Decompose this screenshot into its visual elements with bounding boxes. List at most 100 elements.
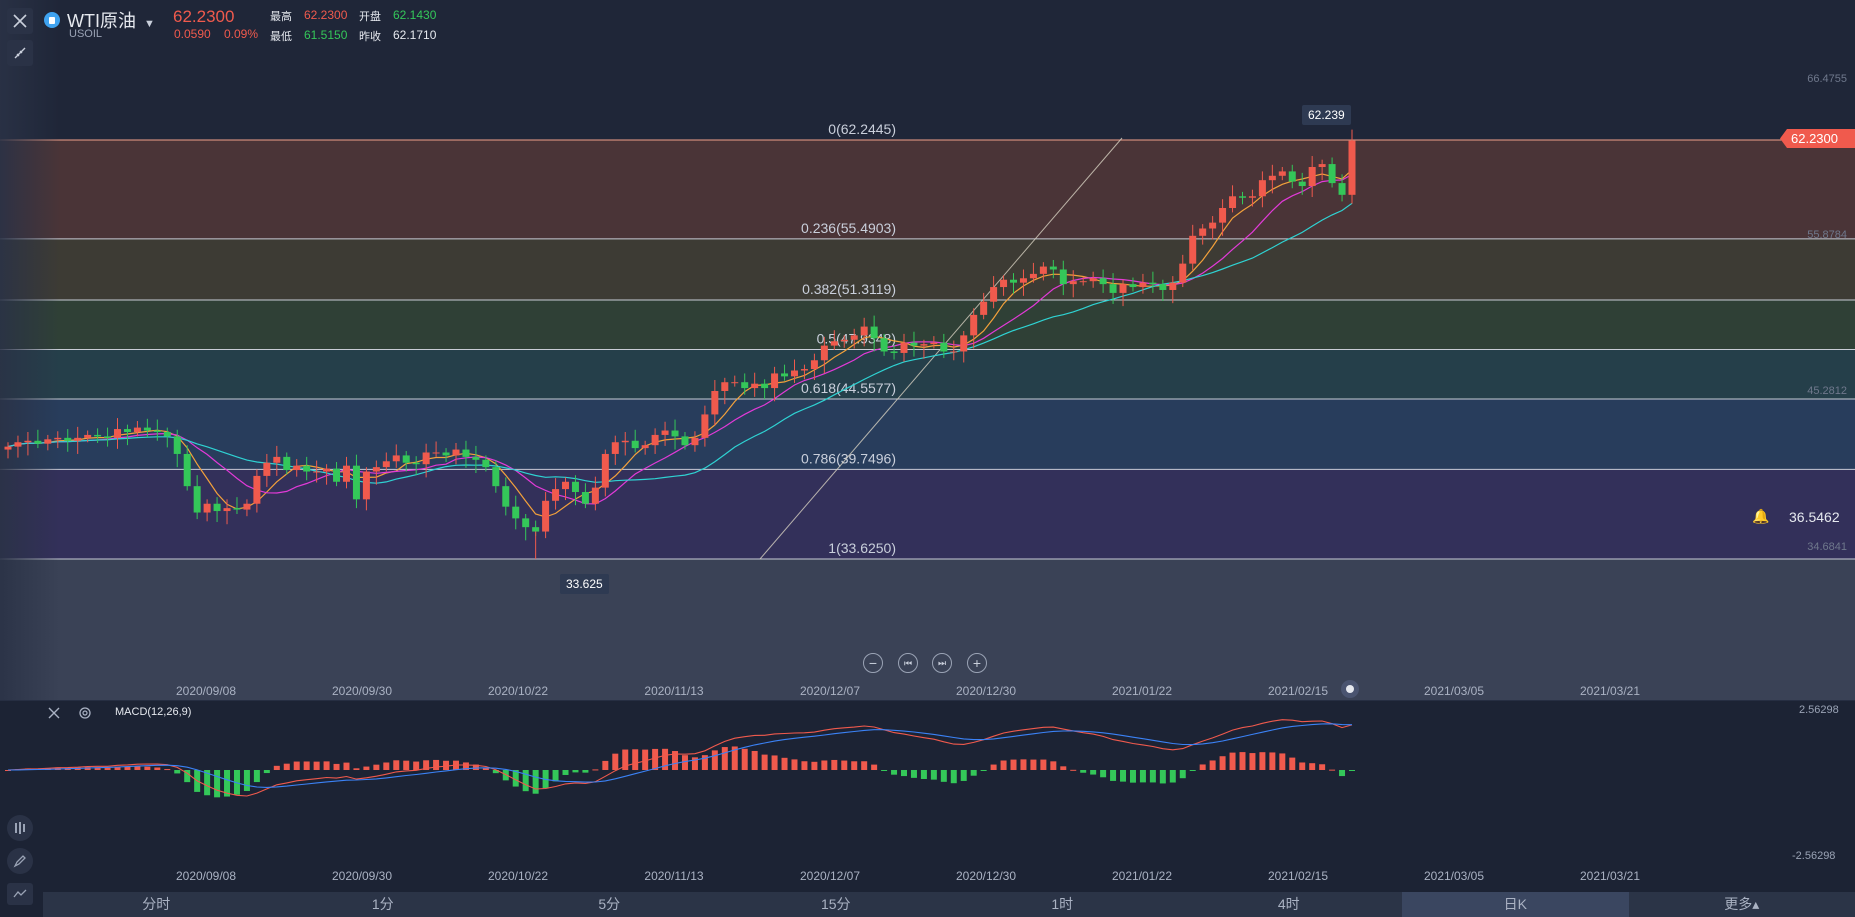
macd-bar — [751, 750, 758, 770]
price-axis: 66.4755 55.8784 45.2812 34.6841 — [1807, 73, 1847, 553]
alert-price[interactable]: 🔔 36.5462 — [1752, 508, 1852, 526]
date-label: 2021/01/22 — [1112, 869, 1172, 883]
macd-bar — [1269, 752, 1276, 770]
date-label: 2021/01/22 — [1112, 684, 1172, 698]
band-top — [0, 0, 1855, 140]
candle-body — [1059, 269, 1067, 285]
jump-end-button[interactable]: ⏭ — [932, 653, 952, 673]
chart-type-button[interactable] — [7, 883, 33, 905]
left-fade — [0, 0, 60, 700]
candle-body — [372, 467, 380, 472]
macd-bar — [811, 761, 818, 770]
scroll-handle[interactable] — [1341, 680, 1359, 698]
price-chart[interactable]: 0(62.2445) 0.236(55.4903) 0.382(51.3119) 0.… — [0, 0, 1855, 700]
date-label: 2020/09/30 — [332, 869, 392, 883]
macd-bar — [960, 770, 967, 781]
macd-settings-button[interactable] — [78, 706, 92, 720]
close-icon — [13, 14, 27, 28]
candle-body — [591, 487, 599, 504]
macd-bar — [1100, 770, 1107, 778]
candle-body — [382, 461, 390, 468]
macd-bar — [1319, 764, 1326, 770]
symbol-title[interactable]: WTI原油 ▼ — [67, 7, 155, 33]
candle-body — [392, 455, 400, 462]
macd-bar — [950, 770, 957, 784]
macd-bar — [612, 753, 619, 770]
macd-bar — [681, 755, 688, 770]
candle-body — [1328, 164, 1336, 184]
macd-bar — [1129, 770, 1136, 783]
candle-body — [472, 456, 480, 460]
candle-body — [920, 344, 928, 346]
zoom-in-button[interactable]: + — [967, 653, 987, 673]
bell-icon[interactable]: 🔔 — [1752, 508, 1770, 524]
candle-body — [571, 481, 579, 493]
candle-body — [860, 326, 868, 336]
macd-bar — [373, 764, 380, 770]
timeframe-tab-tick[interactable]: 分时 — [142, 896, 171, 912]
macd-bar — [1179, 770, 1186, 779]
macd-bar — [861, 761, 868, 770]
timeframe-tab-5m[interactable]: 5分 — [598, 896, 621, 912]
candle-body — [1219, 207, 1227, 223]
macd-bar — [1289, 757, 1296, 770]
candle-body — [114, 429, 122, 438]
macd-bar — [423, 760, 430, 770]
timeframe-tab-more[interactable]: 更多▴ — [1724, 896, 1760, 912]
high-callout: 62.239 — [1302, 105, 1351, 125]
timeframe-tab-4h[interactable]: 4时 — [1277, 896, 1300, 912]
macd-bar — [1010, 759, 1017, 770]
candle-body — [442, 452, 450, 456]
macd-top-tick: 2.56298 — [1799, 704, 1839, 716]
timeframe-tab-15m[interactable]: 15分 — [820, 896, 851, 912]
candle-body — [1248, 196, 1256, 198]
date-label: 2021/03/21 — [1580, 684, 1640, 698]
date-label: 2020/11/13 — [644, 684, 703, 698]
macd-close-button[interactable] — [47, 706, 61, 720]
macd-bar — [1279, 753, 1286, 770]
draw-tool-button[interactable] — [7, 40, 33, 66]
candle-body — [1229, 196, 1237, 208]
macd-date-axis: 2020/09/08 2020/09/30 2020/10/22 2020/11/13… — [176, 869, 1640, 883]
price-change-pct: 0.09% — [224, 27, 259, 41]
macd-chart[interactable]: 2020/09/08 2020/09/30 2020/10/22 2020/11/13… — [0, 700, 1855, 892]
caret-down-icon[interactable]: ▼ — [144, 18, 155, 30]
fib-label: 1(33.6250) — [828, 540, 896, 556]
macd-bar — [851, 761, 858, 770]
macd-bar — [443, 760, 450, 770]
indicator-button[interactable] — [7, 815, 33, 841]
pen-button[interactable] — [7, 848, 33, 874]
prev-close-label: 昨收 — [359, 31, 381, 43]
candle-body — [273, 456, 281, 463]
candle-body — [492, 467, 500, 487]
macd-bar — [781, 757, 788, 770]
candle-body — [342, 465, 350, 482]
candle-body — [502, 486, 510, 507]
candle-body — [84, 434, 92, 438]
zoom-out-button[interactable]: − — [863, 653, 883, 673]
macd-bar — [1060, 766, 1067, 770]
candle-body — [741, 382, 749, 389]
macd-bar — [243, 770, 250, 792]
timeframe-tab-1m[interactable]: 1分 — [371, 896, 394, 912]
candle-body — [970, 314, 978, 336]
timeframe-tab-1h[interactable]: 1时 — [1051, 896, 1074, 912]
candle-body — [1159, 284, 1167, 290]
candle-body — [1099, 278, 1107, 285]
close-button[interactable] — [7, 8, 33, 34]
candle-body — [1029, 273, 1037, 279]
macd-bar — [283, 763, 290, 770]
candle-body — [1000, 279, 1008, 288]
jump-start-button[interactable]: ⏮ — [898, 653, 918, 673]
candle-body — [611, 442, 619, 454]
macd-bar — [144, 766, 151, 770]
timeframe-tab-daily[interactable]: 日K — [1402, 892, 1629, 917]
candle-body — [790, 370, 798, 377]
candle-body — [830, 341, 838, 346]
macd-bar — [114, 766, 121, 770]
candle-body — [880, 338, 888, 352]
macd-bar — [1149, 770, 1156, 783]
macd-bar — [1110, 770, 1117, 781]
candle-body — [890, 351, 898, 353]
macd-bar — [1189, 770, 1196, 771]
